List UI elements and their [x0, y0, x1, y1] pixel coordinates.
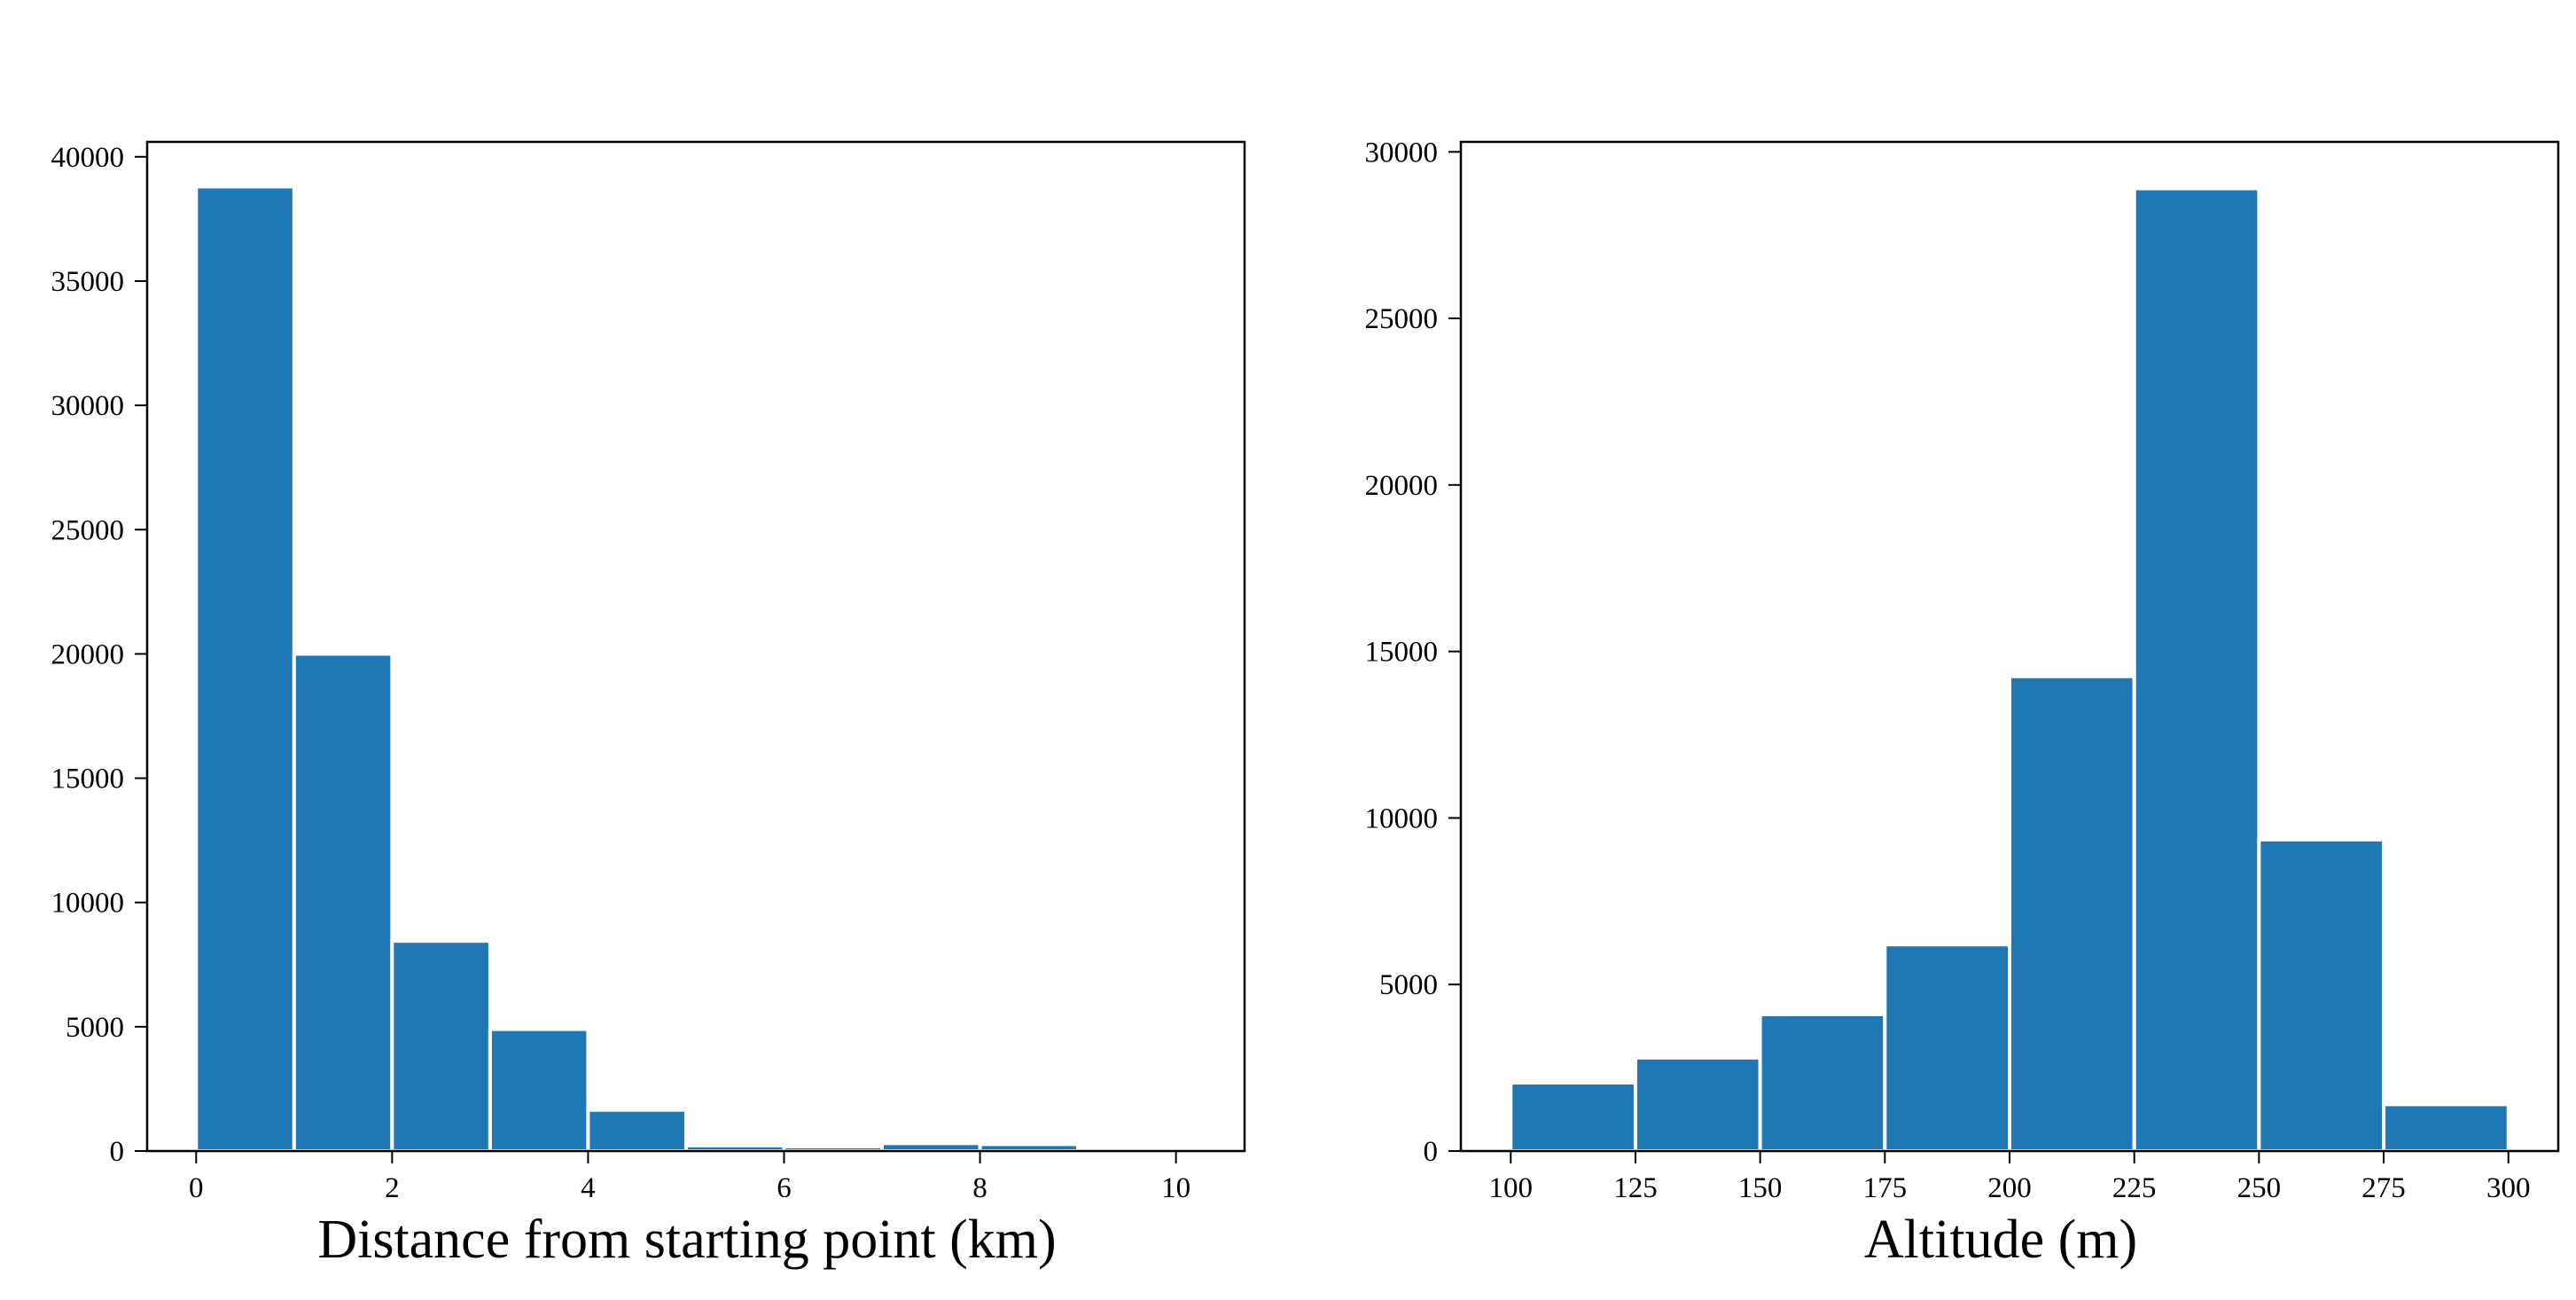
histogram-bar	[1758, 1013, 1887, 1153]
y-tick-label: 10000	[51, 888, 125, 920]
y-tick-label: 15000	[1365, 637, 1439, 669]
y-tick-label: 30000	[1365, 137, 1439, 168]
histogram-bar	[2382, 1102, 2510, 1154]
x-tick-label: 225	[2112, 1172, 2157, 1204]
x-tick-label: 0	[189, 1172, 204, 1204]
histogram-bar	[2257, 837, 2386, 1153]
x-tick-label: 200	[1987, 1172, 2032, 1204]
histogram-bar	[1509, 1081, 1637, 1153]
y-tick-label: 5000	[1379, 969, 1438, 1001]
histogram-bar	[1633, 1055, 1762, 1153]
y-tick-label: 5000	[66, 1012, 124, 1044]
x-tick-label: 8	[972, 1172, 987, 1204]
x-tick-label: 10	[1161, 1172, 1190, 1204]
y-tick-label: 25000	[51, 514, 125, 546]
histogram-bar	[488, 1027, 590, 1153]
histogram-bar	[880, 1141, 982, 1153]
histogram-bar	[390, 939, 492, 1154]
x-tick-label: 125	[1613, 1172, 1658, 1204]
x-tick-label: 2	[385, 1172, 400, 1204]
histogram-bar	[292, 652, 394, 1153]
histogram-bar	[1883, 943, 2011, 1154]
x-tick-label: 175	[1863, 1172, 1908, 1204]
y-tick-label: 0	[1424, 1136, 1439, 1168]
x-tick-label: 150	[1738, 1172, 1783, 1204]
histogram-bar	[2008, 674, 2136, 1153]
y-tick-label: 30000	[51, 390, 125, 422]
x-tick-label: 250	[2237, 1172, 2282, 1204]
altitude-histogram: 100 125 150 175 200 225 250 275 300 0 5000 10000 150…	[1365, 137, 2560, 1270]
y-tick-label: 20000	[51, 638, 125, 670]
x-tick-label: 6	[777, 1172, 792, 1204]
y-tick-label: 40000	[51, 142, 125, 174]
x-axis-label: Distance from starting point (km)	[317, 1210, 1056, 1270]
y-tick-label: 20000	[1365, 470, 1439, 502]
x-tick-label: 275	[2361, 1172, 2406, 1204]
histogram-bar	[586, 1108, 688, 1153]
y-tick-label: 15000	[51, 764, 125, 795]
x-axis-label: Altitude (m)	[1864, 1210, 2137, 1270]
x-tick-label: 100	[1489, 1172, 1534, 1204]
y-tick-label: 35000	[51, 266, 125, 298]
y-tick-label: 0	[110, 1136, 125, 1168]
histogram-bar	[194, 184, 296, 1153]
histogram-bar	[2132, 186, 2261, 1154]
y-tick-label: 25000	[1365, 303, 1439, 335]
x-tick-label: 4	[581, 1172, 596, 1204]
x-tick-label: 300	[2486, 1172, 2531, 1204]
y-tick-label: 10000	[1365, 803, 1439, 834]
distance-histogram: 0 2 4 6 8 10 0 5000 10000 15000 20000 25000 30000 350…	[51, 140, 1246, 1270]
axes-frame	[145, 140, 1246, 1153]
